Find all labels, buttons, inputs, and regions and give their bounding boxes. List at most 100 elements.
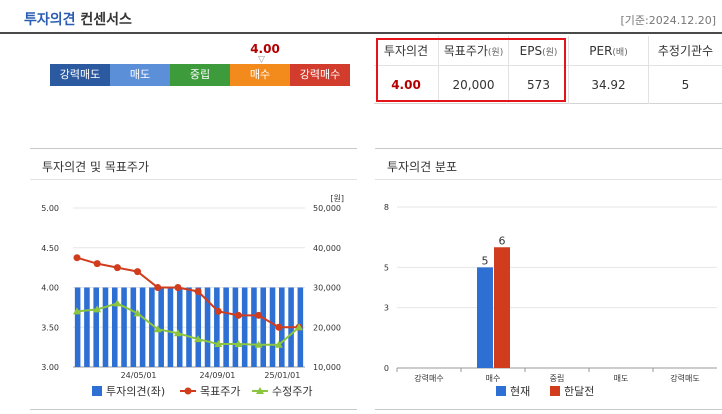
opinion-marker-icon: ▽ [258,55,265,65]
legend-current-swatch [496,386,506,396]
right-axis-tick: 50,000 [313,204,341,213]
opinion-bar [186,287,192,367]
adjusted-price-point [93,305,102,313]
legend-current: 현재 [510,385,530,398]
right-axis-tick: 40,000 [313,244,341,253]
left-axis-tick: 3.00 [41,363,59,372]
target-price-point [275,323,283,331]
consensus-value-row: 4.00 20,000 573 34.92 5 [374,66,722,104]
target-price-point [234,311,242,319]
bar-data-label: 6 [499,234,506,247]
adjusted-price-point [214,339,223,347]
scale-strong-sell: 강력매도 [50,64,110,86]
opinion-bar [251,287,257,367]
x-axis-tick: 25/01/01 [264,371,300,380]
x-axis-tick: 강력매도 [670,373,699,383]
adjusted-price-line [76,302,300,346]
x-axis-tick: 강력매수 [414,373,443,383]
title-highlight: 투자의견 [24,12,76,28]
section-header: 투자의견 컨센서스 [기준:2024.12.20] [0,0,722,34]
adjusted-price-point [194,335,203,343]
opinion-bar [241,287,248,367]
consensus-header-row: 투자의견 목표주가(원) EPS(원) PER(배) 추정기관수 [374,36,722,66]
left-axis-tick: 5.00 [41,204,59,213]
opinion-bar [269,287,276,367]
opinion-target-chart: 5.00 4.50 4.00 3.50 3.00 [원]50,000 40,000 30,00… [41,194,344,398]
opinion-bar [130,287,137,367]
target-price-point [93,260,101,268]
target-price-point [154,284,162,291]
target-price-point [113,264,121,272]
opinion-bar [204,287,211,367]
header-opinion: 투자의견 [374,36,439,66]
opinion-bar [84,287,90,367]
opinion-distribution-panel: 투자의견 분포 8 5 3 0 강력매수 매수 5 6 중립 매도 강력매도 현재 한달전 [375,148,722,410]
scale-strong-buy: 강력매수 [290,64,350,86]
header-per: PER(배) [569,36,649,66]
highlight-box [376,38,566,102]
adjusted-price-point [234,339,243,347]
legend-target-swatch [184,387,192,395]
legend-adjusted: 수정주가 [272,385,312,398]
x-axis-tick: 24/05/01 [121,371,157,380]
opinion-bar [149,287,155,367]
consensus-table: 투자의견 목표주가(원) EPS(원) PER(배) 추정기관수 4.00 20… [374,36,722,104]
opinion-bar [260,287,267,367]
opinion-bar [167,287,174,367]
left-axis-tick: 4.50 [41,244,59,253]
legend-target: 목표주가 [200,385,240,398]
opinion-bar [102,287,109,367]
scale-neutral: 중립 [170,64,230,86]
header-eps: EPS(원) [509,36,569,66]
adjusted-price-point [295,323,303,331]
section-title: 투자의견 컨센서스 [24,9,132,29]
target-price-point [134,268,142,276]
current-opinion-value: 4.00 [250,42,280,56]
y-axis-tick: 0 [384,364,389,373]
x-axis-tick: 매수 [486,374,501,383]
opinion-bar [93,287,99,367]
opinion-bar [158,287,164,367]
value-target-price: 20,000 [439,66,509,104]
opinion-bar [232,287,239,367]
scale-sell: 매도 [110,64,170,86]
y-axis-tick: 5 [384,263,389,272]
month-ago-bar [494,247,510,368]
adjusted-price-point [173,329,182,337]
right-axis-tick: 20,000 [313,323,341,332]
value-opinion: 4.00 [374,66,439,104]
y-axis-tick: 3 [384,304,389,313]
x-axis-tick: 24/09/01 [199,371,235,380]
left-axis-tick: 4.00 [41,284,59,293]
opinion-target-panel: 투자의견 및 목표주가 5.00 4.50 4.00 3.50 3.00 [원] 50,00… [30,148,357,410]
opinion-bar [176,287,183,367]
y-axis-tick: 8 [384,203,389,212]
opinion-distribution-title: 투자의견 분포 [387,160,458,174]
value-eps: 573 [509,66,569,104]
adjusted-price-point [254,340,263,348]
left-axis-tick: 3.50 [41,323,59,332]
value-per: 34.92 [569,66,649,104]
opinion-bar [214,287,220,367]
adjusted-price-point [113,299,122,307]
header-analyst-count: 추정기관수 [649,36,722,66]
opinion-bar [74,287,81,367]
adjusted-price-point [133,309,142,317]
scale-buy: 매수 [230,64,290,86]
panel-divider [375,179,722,180]
title-rest: 컨센서스 [80,12,132,28]
value-analyst-count: 5 [681,78,690,92]
legend-month-ago: 한달전 [564,385,594,398]
header-target-price: 목표주가(원) [439,36,509,66]
opinion-bar [195,287,202,367]
x-axis-tick: 매도 [614,374,629,383]
right-axis-tick: 10,000 [313,363,341,372]
adjusted-price-point [153,325,162,333]
target-price-point [174,284,182,291]
opinion-bar [139,287,146,367]
opinion-target-title: 투자의견 및 목표주가 [42,160,149,174]
right-axis-tick: 30,000 [313,284,341,293]
opinion-bar [111,287,118,367]
legend-opinion-swatch [92,386,102,396]
